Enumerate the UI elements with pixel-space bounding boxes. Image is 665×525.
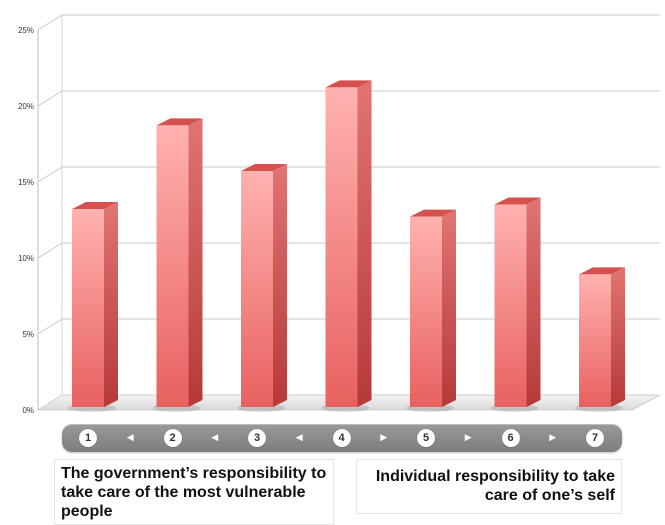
- scale-point-3: 3: [248, 429, 266, 447]
- bar-side: [442, 209, 456, 407]
- bar-side: [526, 197, 541, 407]
- bar-6: [494, 204, 527, 407]
- bar-side: [273, 164, 287, 407]
- arrow-right-icon: ▶: [380, 433, 388, 443]
- gridline-diagonal: [37, 14, 63, 31]
- bar-side: [104, 202, 118, 407]
- right-anchor-label: Individual responsibility to take care o…: [356, 459, 622, 514]
- arrow-left-icon: ◀: [295, 433, 303, 443]
- arrow-right-icon: ▶: [464, 433, 472, 443]
- bar-chart: 0% 5% 10% 15% 20% 25%: [18, 14, 661, 415]
- bar-top: [325, 80, 372, 88]
- bar-5: [410, 216, 442, 407]
- y-tick-label: 10%: [18, 254, 34, 263]
- y-tick-label: 25%: [18, 26, 34, 35]
- y-tick-label: 20%: [18, 102, 34, 111]
- bar-top: [579, 267, 625, 275]
- bar-top: [410, 209, 456, 217]
- bar-2: [156, 125, 189, 408]
- gridline-diagonal: [37, 242, 63, 259]
- arrow-right-icon: ▶: [549, 433, 557, 443]
- y-tick-label: 0%: [22, 406, 34, 415]
- left-anchor-label: The government’s responsibility to take …: [54, 459, 334, 525]
- rating-scale-bar: 1 ◀ 2 ◀ 3 ◀ 4 ▶ 5 ▶ 6 ▶ 7: [62, 424, 622, 452]
- scale-point-4: 4: [332, 429, 351, 447]
- scale-point-7: 7: [586, 429, 604, 447]
- bar-3: [241, 171, 273, 407]
- bar-top: [494, 197, 541, 205]
- gridline-diagonal: [37, 166, 63, 183]
- gridline-diagonal: [37, 318, 63, 335]
- scale-point-1: 1: [79, 429, 97, 447]
- bar-top: [241, 164, 287, 171]
- gridline-diagonal: [37, 90, 63, 107]
- bar-side: [188, 118, 203, 408]
- scale-point-2: 2: [163, 429, 182, 447]
- y-tick-label: 5%: [22, 330, 34, 339]
- arrow-left-icon: ◀: [126, 433, 134, 443]
- bar-1: [72, 209, 104, 407]
- bar-side: [611, 267, 625, 407]
- arrow-left-icon: ◀: [211, 433, 219, 443]
- bar-7: [579, 274, 611, 407]
- bar-top: [156, 118, 203, 126]
- bar-top: [72, 202, 118, 209]
- scale-point-5: 5: [417, 429, 435, 447]
- scale-point-6: 6: [501, 429, 520, 447]
- bar-side: [357, 80, 372, 408]
- bar-4: [325, 87, 358, 408]
- y-tick-label: 15%: [18, 178, 34, 187]
